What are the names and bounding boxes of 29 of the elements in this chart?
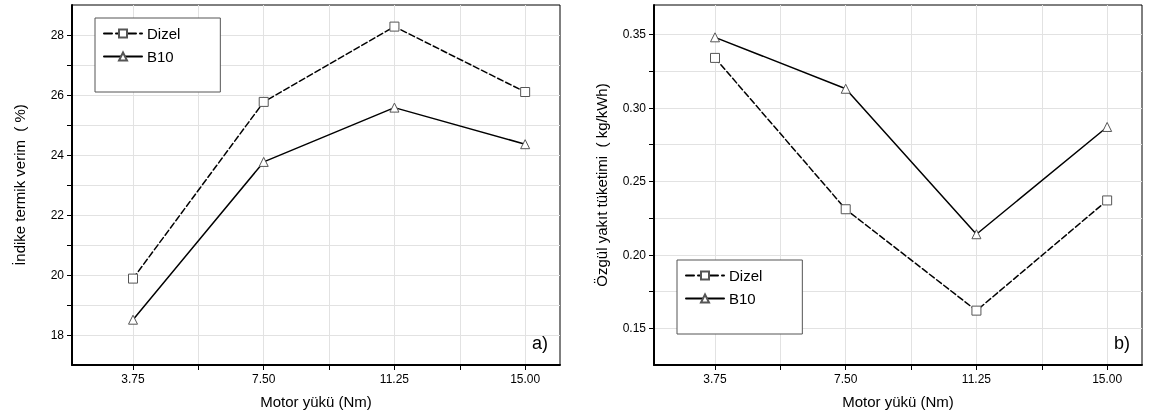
x-tick-label: 7.50 — [252, 372, 276, 386]
legend-label: Dizel — [147, 25, 181, 42]
annotation: a) — [532, 333, 549, 353]
y-tick-label: 22 — [50, 208, 65, 222]
y-tick-label: 28 — [50, 28, 65, 42]
x-tick-label: 3.75 — [121, 372, 145, 386]
y-axis-title: Özgül yakıt tüketimi ( kg/kWh) — [593, 83, 610, 287]
legend-label: B10 — [729, 290, 756, 307]
y-tick-label: 0.20 — [622, 247, 647, 262]
x-tick-label: 15.00 — [1092, 372, 1123, 386]
x-tick-label: 3.75 — [703, 372, 727, 386]
y-axis-title: İndike termik verim ( %) — [11, 104, 28, 266]
y-tick-label: 24 — [50, 148, 65, 162]
y-tick-label: 0.35 — [622, 27, 647, 42]
x-tick-label: 15.00 — [510, 372, 541, 386]
y-tick-label: 26 — [50, 88, 65, 102]
y-tick-label: 0.25 — [622, 174, 647, 189]
legend-label: B10 — [147, 48, 174, 65]
y-tick-label: 20 — [50, 268, 65, 282]
x-axis-title: Motor yükü (Nm) — [842, 393, 954, 410]
y-tick-label: 0.15 — [622, 321, 647, 336]
x-axis-title: Motor yükü (Nm) — [260, 393, 372, 410]
x-tick-label: 11.25 — [961, 372, 992, 386]
y-tick-label: 18 — [50, 328, 65, 342]
x-tick-label: 11.25 — [379, 372, 410, 386]
x-tick-label: 7.50 — [834, 372, 858, 386]
annotation: b) — [1114, 333, 1131, 353]
y-tick-label: 0.30 — [622, 100, 647, 115]
legend-label: Dizel — [729, 267, 763, 284]
